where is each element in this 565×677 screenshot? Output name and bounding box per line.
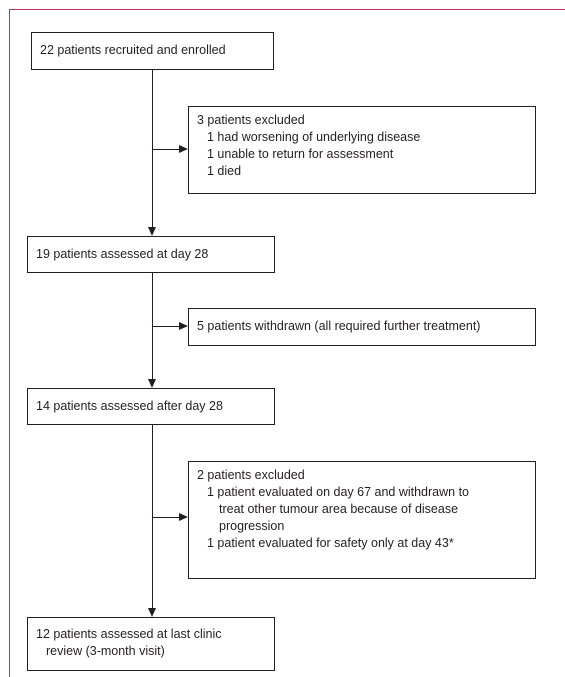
excluded-2-item-1: 1 patient evaluated on day 67 and withdr…	[197, 484, 527, 535]
arrow-down-2	[148, 379, 156, 388]
connector-branch-2	[152, 326, 180, 327]
day28-text: 19 patients assessed at day 28	[36, 247, 209, 261]
excluded-1-item: 1 died	[207, 164, 242, 178]
box-recruited: 22 patients recruited and enrolled	[31, 32, 274, 70]
box-final: 12 patients assessed at last clinic revi…	[27, 617, 275, 671]
box-withdrawn: 5 patients withdrawn (all required furth…	[188, 308, 536, 346]
box-excluded-1: 3 patients excluded 1 had worsening of u…	[188, 106, 536, 194]
excluded-2-item-1-line-1: 1 patient evaluated on day 67 and withdr…	[207, 485, 469, 499]
withdrawn-text: 5 patients withdrawn (all required furth…	[197, 319, 481, 333]
final-line-2: review (3-month visit)	[46, 644, 165, 658]
figure-frame-top	[9, 9, 565, 10]
after-day28-text: 14 patients assessed after day 28	[36, 399, 223, 413]
figure-frame-left	[9, 9, 10, 677]
arrow-right-2	[179, 322, 188, 330]
final-line-1: 12 patients assessed at last clinic	[36, 627, 222, 641]
arrow-down-3	[148, 608, 156, 617]
excluded-2-item-1-line-2: treat other tumour area because of disea…	[219, 502, 459, 516]
recruited-text: 22 patients recruited and enrolled	[40, 43, 226, 57]
arrow-down-1	[148, 227, 156, 236]
excluded-2-item-1-line-3: progression	[219, 519, 285, 533]
excluded-2-item-2: 1 patient evaluated for safety only at d…	[207, 536, 454, 550]
connector-branch-1	[152, 149, 180, 150]
box-after-day28: 14 patients assessed after day 28	[27, 388, 275, 425]
excluded-2-title: 2 patients excluded	[197, 468, 305, 482]
excluded-1-title: 3 patients excluded	[197, 113, 305, 127]
box-excluded-2: 2 patients excluded 1 patient evaluated …	[188, 461, 536, 579]
arrow-right-1	[179, 145, 188, 153]
box-day28: 19 patients assessed at day 28	[27, 236, 275, 273]
excluded-1-item: 1 had worsening of underlying disease	[207, 130, 421, 144]
arrow-right-3	[179, 513, 188, 521]
connector-branch-3	[152, 517, 180, 518]
excluded-1-item: 1 unable to return for assessment	[207, 147, 394, 161]
